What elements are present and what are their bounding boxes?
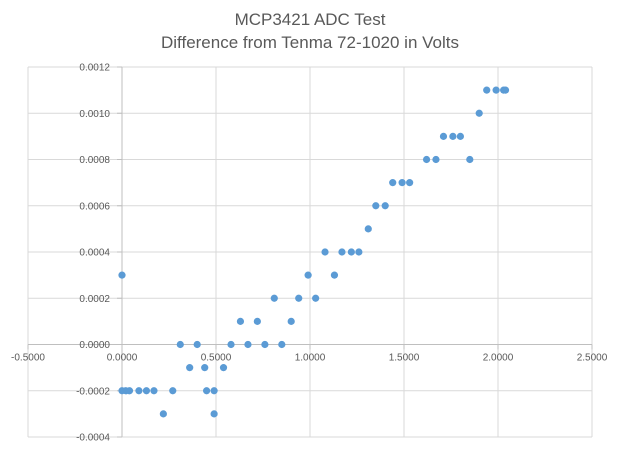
data-point — [449, 132, 457, 140]
x-tick-label: 0.0000 — [107, 353, 138, 364]
data-point — [475, 109, 483, 117]
data-point — [483, 86, 491, 94]
data-point — [304, 271, 312, 279]
data-point — [261, 340, 269, 349]
y-tick-label: -0.0002 — [76, 386, 110, 397]
data-point — [330, 271, 339, 279]
data-point — [236, 317, 245, 325]
x-tick-label: 1.0000 — [295, 353, 326, 364]
y-tick-label: -0.0004 — [76, 433, 110, 444]
data-point — [381, 202, 389, 210]
data-point — [176, 340, 184, 349]
data-point — [244, 340, 252, 349]
data-point — [278, 340, 286, 349]
x-tick-label: 2.5000 — [577, 353, 608, 364]
data-point — [372, 202, 380, 210]
data-point — [203, 387, 211, 395]
data-point — [219, 364, 228, 372]
data-point — [406, 179, 414, 187]
data-point — [193, 340, 201, 349]
chart-subtitle: Difference from Tenma 72-1020 in Volts — [161, 33, 459, 52]
data-point — [210, 387, 218, 395]
data-point — [142, 387, 151, 395]
data-point — [210, 410, 218, 418]
data-point — [456, 132, 464, 140]
data-points — [118, 86, 510, 418]
data-point — [355, 248, 363, 256]
data-point — [398, 179, 406, 187]
data-point — [492, 86, 500, 94]
data-point — [287, 317, 295, 325]
data-point — [432, 155, 440, 164]
data-point — [338, 248, 346, 256]
y-tick-label: 0.0002 — [79, 294, 110, 305]
data-point — [312, 294, 320, 302]
data-point — [270, 294, 278, 302]
data-point — [364, 225, 372, 233]
data-point — [422, 155, 431, 164]
y-tick-label: 0.0006 — [79, 201, 110, 212]
y-tick-label: 0.0012 — [79, 63, 110, 74]
data-point — [295, 294, 303, 302]
data-point — [118, 271, 126, 279]
data-point — [186, 364, 194, 372]
data-point — [466, 155, 474, 164]
y-tick-label: 0.0010 — [79, 109, 110, 120]
data-point — [169, 387, 177, 395]
data-point — [501, 86, 510, 94]
data-point — [125, 387, 134, 395]
y-tick-label: 0.0000 — [79, 340, 110, 351]
data-point — [150, 387, 158, 395]
data-point — [347, 248, 355, 256]
data-point — [321, 248, 329, 256]
x-tick-label: 0.5000 — [201, 353, 232, 364]
y-tick-label: 0.0004 — [79, 248, 110, 259]
x-tick-label: 1.5000 — [389, 353, 420, 364]
data-point — [389, 179, 397, 187]
data-point — [201, 364, 209, 372]
y-tick-label: 0.0008 — [79, 155, 110, 166]
data-point — [227, 340, 235, 349]
x-tick-label: 2.0000 — [483, 353, 514, 364]
data-point — [253, 317, 261, 325]
data-point — [159, 410, 167, 418]
chart-title: MCP3421 ADC Test — [235, 10, 386, 29]
tick-labels: -0.0004 -0.0002 0.0000 0.0002 0.0004 0.0006 0.… — [11, 63, 608, 444]
x-tick-label: -0.5000 — [11, 353, 45, 364]
data-point — [135, 387, 143, 395]
data-point — [439, 132, 448, 140]
gridlines — [27, 66, 593, 438]
